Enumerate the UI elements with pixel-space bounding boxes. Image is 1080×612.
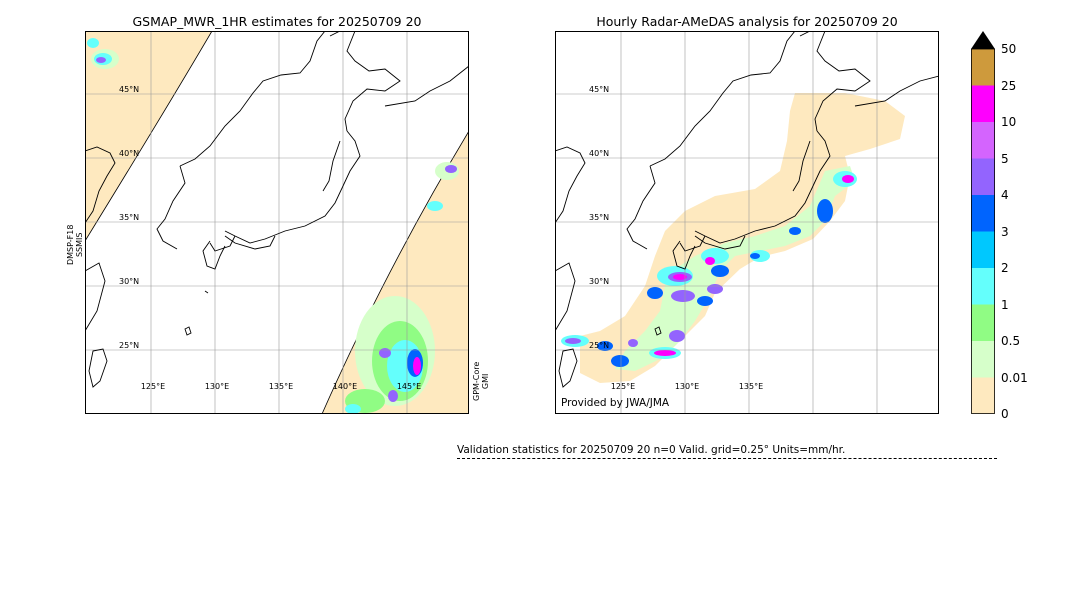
- lat-label-35: 35°N: [119, 213, 139, 222]
- coastlines: [85, 31, 469, 388]
- lon-label-135: 135°E: [269, 382, 293, 391]
- precipitation-colorbar: [971, 31, 995, 414]
- colorbar-tick-label: 25: [1001, 78, 1017, 93]
- colorbar-segment: [971, 85, 995, 122]
- radar-amedas-map: 45°N 40°N 35°N 30°N 25°N 125°E 130°E 135…: [555, 31, 939, 414]
- lon-label-125: 125°E: [141, 382, 165, 391]
- lat-labels: 45°N 40°N 35°N 30°N 25°N: [589, 85, 609, 350]
- left-panel-title: GSMAP_MWR_1HR estimates for 20250709 20: [132, 14, 422, 29]
- lat-label-40: 40°N: [589, 149, 609, 158]
- lat-label-30: 30°N: [119, 277, 139, 286]
- colorbar-segment: [971, 49, 995, 86]
- colorbar-extend-arrow: [971, 31, 995, 49]
- graticule: [555, 31, 939, 414]
- lat-label-25: 25°N: [119, 341, 139, 350]
- data-credit: Provided by JWA/JMA: [561, 397, 670, 409]
- colorbar-segment: [971, 158, 995, 195]
- graticule: [85, 31, 469, 414]
- colorbar-tick-label: 0.5: [1001, 334, 1021, 348]
- lon-label-125: 125°E: [611, 382, 635, 391]
- lon-label-135: 135°E: [739, 382, 763, 391]
- colorbar-segment: [971, 377, 995, 414]
- colorbar-segment: [971, 341, 995, 378]
- satellite-label-right: GPM-Core GMI: [472, 361, 490, 401]
- colorbar-tick-label: 3: [1001, 224, 1009, 239]
- colorbar-tick-label: 0.01: [1001, 370, 1028, 385]
- lat-labels: 45°N 40°N 35°N 30°N 25°N: [119, 85, 139, 350]
- right-panel-title: Hourly Radar-AMeDAS analysis for 2025070…: [596, 14, 898, 29]
- colorbar-tick-label: 1: [1001, 297, 1009, 312]
- lat-label-25: 25°N: [589, 341, 609, 350]
- lon-label-140: 140°E: [333, 382, 357, 391]
- lon-label-130: 130°E: [205, 382, 229, 391]
- colorbar-tick-label: 10: [1001, 115, 1017, 129]
- colorbar-segment: [971, 195, 995, 232]
- colorbar-segment: [971, 268, 995, 305]
- colorbar-segment: [971, 122, 995, 159]
- lon-label-145: 145°E: [397, 382, 421, 391]
- lon-labels: 125°E 130°E 135°E 140°E 145°E: [141, 382, 421, 391]
- lat-label-40: 40°N: [119, 149, 139, 158]
- colorbar-segment: [971, 231, 995, 268]
- coastlines: [555, 31, 939, 388]
- rain-blobs: [561, 166, 857, 371]
- colorbar-segment: [971, 304, 995, 341]
- colorbar-tick-label: 0: [1001, 407, 1009, 421]
- lat-label-30: 30°N: [589, 277, 609, 286]
- lat-label-35: 35°N: [589, 213, 609, 222]
- colorbar-tick-label: 50: [1001, 42, 1017, 56]
- lon-labels: 125°E 130°E 135°E: [611, 382, 763, 391]
- lon-label-130: 130°E: [675, 382, 699, 391]
- lat-label-45: 45°N: [119, 85, 139, 94]
- colorbar-tick-label: 5: [1001, 151, 1009, 166]
- lat-label-45: 45°N: [589, 85, 609, 94]
- colorbar-tick-label: 2: [1001, 261, 1009, 275]
- validation-statistics: Validation statistics for 20250709 20 n=…: [457, 444, 997, 459]
- satellite-label-left: DMSP-F18 SSMIS: [66, 224, 84, 265]
- rain-blobs: [87, 38, 459, 414]
- gsmap-precipitation-map: 45°N 40°N 35°N 30°N 25°N 125°E 130°E 135…: [85, 31, 469, 414]
- colorbar-tick-label: 4: [1001, 188, 1009, 202]
